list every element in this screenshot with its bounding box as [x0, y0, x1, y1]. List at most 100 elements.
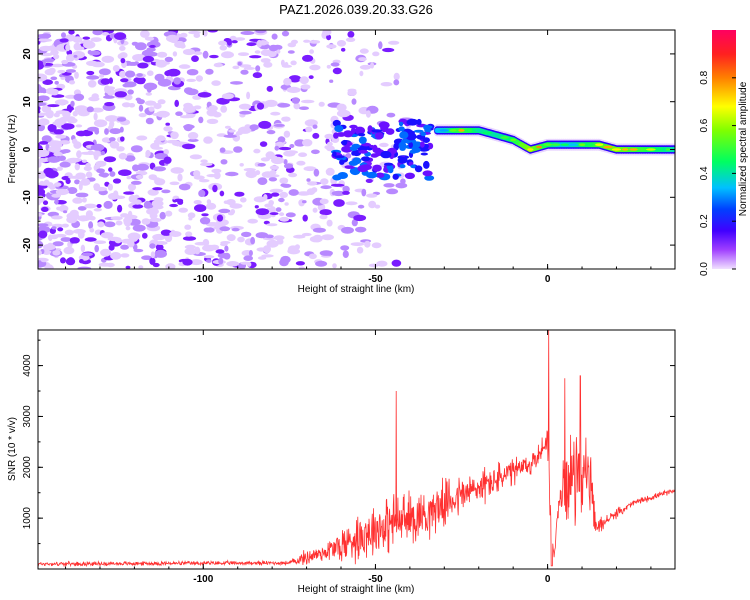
colorbar-tick-label: 0.2: [699, 214, 710, 228]
noise-blob: [382, 47, 395, 53]
x-tick-label: -50: [368, 574, 383, 585]
spectrogram-y-label: Frequency (Hz): [7, 115, 18, 184]
noise-blob: [104, 86, 116, 90]
noise-blob: [80, 244, 86, 253]
signal-hotspot: [655, 148, 664, 151]
transition-blob: [358, 149, 369, 154]
noise-blob: [138, 265, 144, 269]
colorbar-ticks: 0.0 0.2 0.4 0.6 0.8: [699, 70, 736, 276]
noise-blob: [364, 240, 371, 248]
signal-hotspot: [449, 129, 457, 132]
noise-blob: [52, 249, 61, 256]
noise-blob: [219, 190, 225, 197]
noise-blob: [372, 51, 380, 57]
noise-blob: [50, 63, 65, 68]
transition-blob: [370, 153, 379, 158]
noise-blob: [119, 126, 124, 133]
noise-blob: [93, 186, 108, 192]
noise-blob: [38, 38, 46, 42]
noise-blob: [90, 37, 102, 42]
noise-blob: [100, 78, 111, 85]
noise-blob: [283, 77, 292, 86]
noise-blob: [57, 227, 64, 232]
transition-blob: [336, 132, 346, 137]
noise-blob: [295, 261, 305, 266]
noise-blob: [300, 84, 311, 90]
signal-hotspot: [621, 148, 629, 151]
noise-blob: [116, 146, 125, 152]
noise-blob: [159, 211, 166, 220]
noise-blob: [312, 124, 318, 129]
noise-blob: [53, 53, 60, 60]
noise-blob: [193, 170, 201, 178]
noise-blob: [66, 215, 78, 224]
noise-blob: [184, 247, 197, 255]
noise-blob: [269, 188, 284, 193]
noise-blob: [172, 141, 186, 147]
snr-frame: [37, 329, 676, 570]
noise-blob: [283, 130, 291, 138]
noise-blob: [94, 244, 99, 253]
signal-hotspot: [510, 138, 517, 142]
noise-blob: [326, 219, 333, 227]
transition-blob: [399, 131, 409, 139]
noise-blob: [56, 166, 63, 171]
y-tick-label: 0: [22, 146, 33, 152]
colorbar-label: Normalized spectral amplitude: [738, 81, 749, 216]
signal-hotspot: [491, 133, 501, 137]
noise-blob: [197, 92, 212, 98]
noise-blob: [287, 248, 301, 255]
noise-blob: [83, 41, 96, 49]
transition-blob: [341, 139, 348, 146]
noise-blob: [138, 104, 144, 112]
noise-blob: [120, 136, 125, 142]
y-tick-label: -20: [22, 237, 33, 252]
noise-blob: [147, 70, 154, 76]
noise-blob: [313, 168, 320, 177]
noise-blob: [319, 198, 329, 205]
snr-series-line: [38, 330, 675, 568]
noise-blob: [232, 65, 240, 70]
noise-blob: [324, 133, 335, 140]
noise-blob: [359, 70, 364, 77]
transition-blob: [392, 173, 399, 180]
noise-blob: [293, 234, 306, 239]
noise-blob: [201, 213, 209, 217]
noise-blob: [264, 99, 278, 107]
colorbar-tick-label: 0.4: [699, 166, 710, 180]
noise-blob: [151, 200, 164, 207]
noise-blob: [124, 81, 137, 88]
noise-blob: [123, 191, 135, 195]
noise-blob: [296, 160, 306, 166]
noise-blob: [347, 31, 355, 38]
noise-blob: [191, 55, 199, 62]
noise-blob: [261, 254, 274, 258]
noise-blob: [135, 97, 142, 102]
noise-blob: [327, 141, 333, 147]
noise-blob: [393, 72, 400, 81]
noise-blob: [65, 44, 71, 52]
noise-blob: [119, 70, 126, 78]
noise-blob: [288, 189, 299, 196]
noise-blob: [136, 163, 149, 171]
transition-blob: [426, 142, 434, 150]
noise-blob: [357, 204, 365, 209]
noise-blob: [123, 220, 130, 226]
noise-blob: [118, 169, 132, 176]
noise-blob: [51, 226, 57, 230]
noise-blob: [69, 157, 82, 162]
transition-blob: [383, 162, 394, 166]
noise-blob: [186, 69, 199, 76]
transition-blob: [388, 165, 394, 172]
noise-blob: [309, 40, 321, 44]
noise-blob: [59, 38, 69, 43]
noise-blob: [47, 124, 57, 132]
noise-blob: [61, 59, 69, 65]
noise-blob: [87, 126, 99, 132]
signal-hotspot: [543, 143, 553, 146]
noise-blob: [289, 144, 295, 148]
noise-blob: [291, 97, 300, 104]
noise-blob: [145, 117, 154, 125]
noise-blob: [84, 203, 97, 209]
noise-blob: [165, 122, 170, 126]
